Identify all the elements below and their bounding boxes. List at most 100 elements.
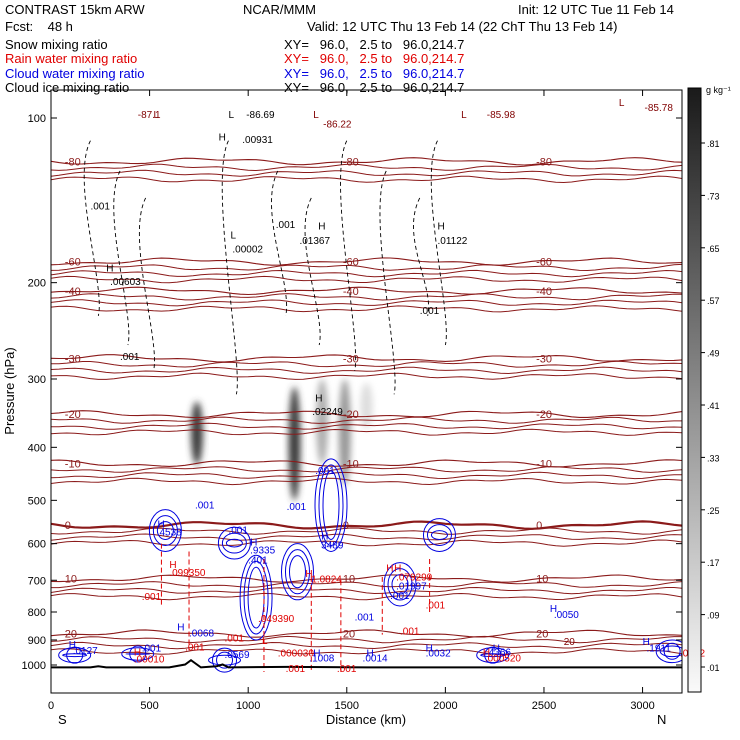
isotherm-minor <box>51 263 682 272</box>
y-axis-title: Pressure (hPa) <box>2 347 17 434</box>
contour-value-label: .001 <box>225 634 245 645</box>
cloud-water-contour <box>212 647 238 673</box>
isotherm-label: 10 <box>65 574 77 586</box>
isotherm-label: -40 <box>65 286 81 298</box>
x-tick-label: 2000 <box>433 700 457 712</box>
contour-value-label: .00002 <box>232 244 263 255</box>
contour-value-label: .02249 <box>312 407 343 418</box>
isotherm-minor <box>51 163 682 172</box>
extremum-marker: H <box>250 538 257 549</box>
contour-value-label: .00603 <box>110 277 141 288</box>
field-xy-cloud-water: XY= 96.0, 2.5 to 96.0,214.7 <box>284 66 465 81</box>
colorbar-tick-label: .81 <box>707 139 720 149</box>
colorbar-tick-label: .33 <box>707 453 720 463</box>
contour-value-label: .001 <box>90 202 110 213</box>
contour-value-label: .0050 <box>554 610 579 621</box>
colorbar-tick-label: .57 <box>707 296 720 306</box>
isotherm-minor <box>51 641 682 650</box>
cloud-water-contour <box>383 562 417 607</box>
field-xy-rain: XY= 96.0, 2.5 to 96.0,214.7 <box>284 51 465 66</box>
isotherm <box>51 520 682 530</box>
cloud-water-contour <box>221 532 247 554</box>
field-name-cloud-ice: Cloud ice mixing ratio <box>5 80 130 95</box>
contour-value-label: .049390 <box>258 614 295 625</box>
contour-value-label: .0014 <box>363 653 388 664</box>
contour-value-label: .001 <box>355 613 375 624</box>
extremum-marker: L <box>262 636 268 647</box>
contour-value-label: .001 <box>276 220 296 231</box>
contour-value-label: .0569 <box>225 650 250 661</box>
isotherm <box>51 629 682 638</box>
isotherm-label: -60 <box>536 257 552 269</box>
isotherm-label: -60 <box>65 257 81 269</box>
contour-value-label: .9335 <box>250 546 275 557</box>
isotherm-label: -60 <box>343 257 359 269</box>
isotherm-minor <box>51 169 682 177</box>
y-tick-label: 300 <box>28 374 46 386</box>
cloud-water-contour <box>152 515 178 546</box>
contour-value-label: .001 <box>420 306 440 317</box>
snow-shading-blob <box>316 378 329 465</box>
extremum-marker: L <box>313 110 319 121</box>
colorbar-tick-label: .41 <box>707 401 720 411</box>
cloud-water-layer <box>58 458 682 673</box>
isotherm-minor <box>51 299 682 307</box>
cloud-water-contour <box>659 645 682 658</box>
cloud-ice-contour <box>83 140 447 395</box>
colorbar-tick-label: .17 <box>707 558 720 568</box>
contour-value-label: .001 <box>142 644 162 655</box>
snow-shading-blob <box>338 378 351 486</box>
forecast-hour: Fcst: 48 h <box>5 19 73 34</box>
isotherm <box>51 410 682 419</box>
contour-value-label: .001 <box>286 664 306 675</box>
contour-value-label: 3489 <box>321 540 344 551</box>
cloud-water-contour <box>129 645 147 663</box>
extremum-marker: H <box>321 532 328 543</box>
cloud-water-contour <box>655 639 682 664</box>
isotherm-minor <box>51 366 682 375</box>
contour-value-label: .001 <box>195 500 215 511</box>
cloud-water-contour <box>288 555 306 589</box>
isotherm-label: -40 <box>343 286 359 298</box>
terrain-line <box>51 658 682 669</box>
isotherm-label: -10 <box>536 458 552 470</box>
contour-value-label: .01367 <box>299 236 330 247</box>
extremum-marker: H <box>69 640 76 651</box>
extremum-marker: H <box>315 394 322 405</box>
field-name-cloud-water: Cloud water mixing ratio <box>5 66 145 81</box>
contour-value-label: .00931 <box>242 135 273 146</box>
plot-frame <box>50 89 683 694</box>
contour-value-label: .1008 <box>309 653 334 664</box>
extremum-marker: H <box>437 222 444 233</box>
isotherm-layer: -80 -80 -80 -60 -60 -60 -40 -40 -40 -30 -30 -30 -20 -… <box>51 156 682 655</box>
snow-shading-blob <box>190 401 203 465</box>
contour-value-label: .01122 <box>437 236 467 247</box>
x-tick-label: 1000 <box>236 700 260 712</box>
isotherm-minor <box>51 175 682 184</box>
contour-value-label: .000520 <box>485 653 522 664</box>
extremum-marker: H <box>106 264 113 275</box>
cloud-water-contour <box>62 653 88 658</box>
y-tick-label: 200 <box>28 278 46 290</box>
contour-value-label: -85.78 <box>645 103 674 114</box>
extremum-marker: H <box>386 564 393 575</box>
y-tick-label: 100 <box>28 113 46 125</box>
isotherm-minor <box>51 477 682 486</box>
valid-time: Valid: 12 UTC Thu 13 Feb 14 (22 ChT Thu … <box>307 19 618 34</box>
extremum-marker: L <box>619 98 625 109</box>
x-tick-label: 3000 <box>630 700 654 712</box>
isotherm-label: 0 <box>65 520 71 532</box>
cloud-water-contour <box>66 646 84 664</box>
isotherm-label: -80 <box>343 156 359 168</box>
contour-value-label: .001 <box>228 526 248 537</box>
colorbar-tick-label: .01 <box>707 663 720 673</box>
isotherm <box>51 257 682 266</box>
isotherm-minor <box>51 533 682 541</box>
isotherm-minor <box>51 527 682 535</box>
extremum-marker: H <box>157 519 164 530</box>
y-tick-label: 500 <box>28 495 46 507</box>
cloud-water-contour <box>476 647 510 664</box>
terrain-layer <box>51 658 682 669</box>
snow-shading-layer <box>190 378 373 501</box>
